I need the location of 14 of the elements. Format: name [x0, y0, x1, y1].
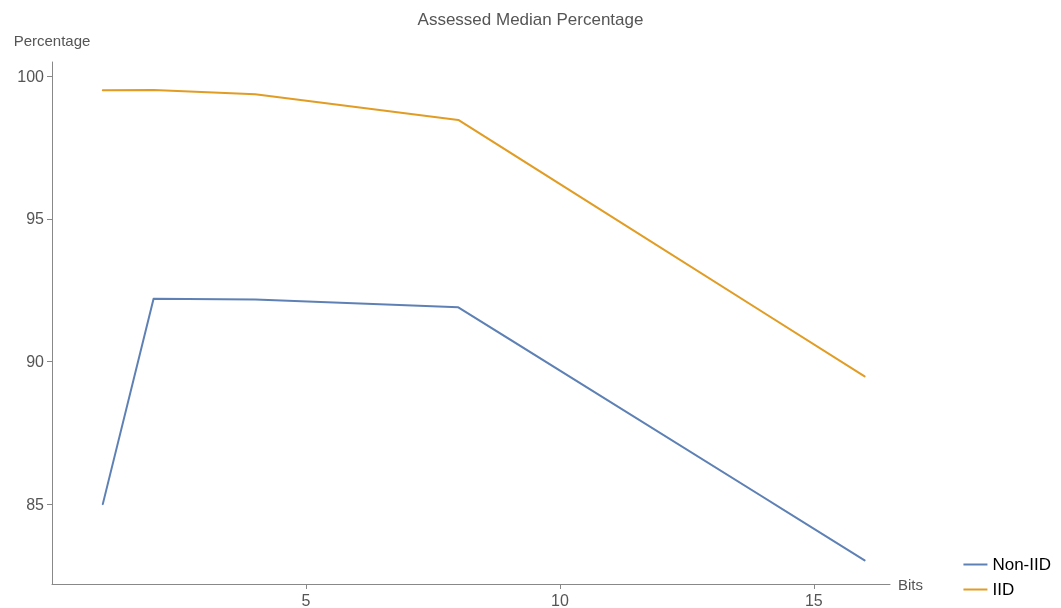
y-tick-label: 85: [26, 495, 45, 513]
x-tick-label: 15: [804, 591, 823, 608]
legend-label: IID: [992, 580, 1015, 599]
chart-title: Assessed Median Percentage: [417, 10, 644, 29]
y-tick-label: 100: [17, 67, 45, 85]
line-series: [101, 297, 866, 562]
x-axis-title: Bits: [898, 575, 924, 593]
x-tick-label: 5: [301, 591, 311, 608]
y-tick-label: 95: [26, 210, 45, 228]
y-tick-label: 90: [26, 353, 45, 371]
x-tick-label: 10: [550, 591, 569, 608]
line-series: [101, 88, 866, 378]
legend-label: Non-IID: [992, 555, 1052, 574]
y-axis-title: Percentage: [13, 32, 91, 49]
